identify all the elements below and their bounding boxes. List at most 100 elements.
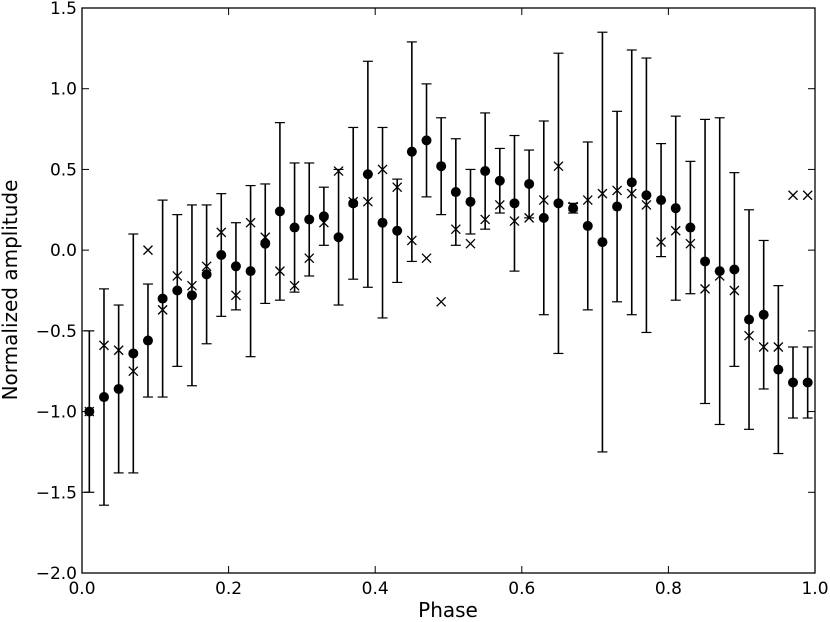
circle-marker-point xyxy=(714,266,725,277)
circle-marker-point xyxy=(450,187,461,198)
x-marker-stroke xyxy=(538,195,549,206)
y-tick-label: −1.5 xyxy=(36,483,77,503)
x-marker-stroke xyxy=(304,253,315,264)
plot-frame xyxy=(81,7,816,574)
x-marker-stroke xyxy=(201,261,212,272)
circle-marker-point xyxy=(597,237,608,248)
tick-labels: 0.0 0.2 0.4 0.6 0.8 1.0 −2.0 −1.5 −1.0 −0.5 0.0 0.5… xyxy=(36,0,829,599)
x-marker-point xyxy=(685,238,696,249)
x-marker-stroke xyxy=(773,342,784,352)
x-marker-point xyxy=(377,164,388,175)
circle-marker-point xyxy=(362,169,373,180)
x-marker-stroke xyxy=(582,195,593,206)
x-marker-stroke xyxy=(157,304,168,315)
x-axis-label: Phase xyxy=(418,598,478,622)
x-marker-stroke xyxy=(362,196,373,207)
x-marker-point xyxy=(304,253,315,264)
circle-marker-point xyxy=(172,285,183,296)
x-marker-point xyxy=(421,253,432,264)
circle-marker-point xyxy=(509,198,520,209)
circle-marker-point xyxy=(538,212,549,223)
x-marker-stroke xyxy=(465,238,476,249)
x-marker-point xyxy=(157,304,168,315)
circle-marker-point xyxy=(84,406,95,417)
circle-marker-point xyxy=(289,222,300,233)
x-marker-stroke xyxy=(802,190,813,201)
circle-marker-point xyxy=(582,220,593,231)
x-marker-point xyxy=(597,188,608,199)
x-marker-stroke xyxy=(450,224,461,235)
circle-marker-point xyxy=(260,238,271,249)
x-marker-point xyxy=(700,283,711,294)
x-tick-label: 0.8 xyxy=(655,579,682,599)
x-marker-point xyxy=(758,342,769,352)
circle-marker-point xyxy=(333,232,344,243)
x-marker-stroke xyxy=(128,366,139,377)
x-marker-point xyxy=(392,182,403,193)
x-marker-stroke xyxy=(143,245,153,256)
x-marker-stroke xyxy=(744,330,754,341)
x-marker-point xyxy=(670,225,681,236)
y-tick-label: −1.0 xyxy=(36,403,77,423)
circle-marker-point xyxy=(113,383,124,394)
circle-marker-point xyxy=(128,348,139,359)
data-marks xyxy=(84,31,813,506)
x-marker-stroke xyxy=(597,188,608,199)
x-marker-point xyxy=(773,342,784,352)
x-marker-point xyxy=(641,199,652,210)
x-marker-stroke xyxy=(230,290,241,301)
x-marker-stroke xyxy=(421,253,432,264)
x-marker-stroke xyxy=(700,283,711,294)
x-marker-stroke xyxy=(392,182,403,193)
x-marker-stroke xyxy=(480,214,491,225)
circle-marker-point xyxy=(553,198,564,209)
circle-marker-point xyxy=(568,203,579,214)
x-marker-stroke xyxy=(113,345,124,356)
circle-marker-point xyxy=(157,293,168,304)
x-marker-stroke xyxy=(289,280,300,291)
x-marker-stroke xyxy=(524,212,535,223)
x-tick-label: 0.2 xyxy=(215,579,242,599)
circle-marker-point xyxy=(626,177,637,188)
x-marker-point xyxy=(216,227,227,238)
x-marker-stroke xyxy=(670,225,681,236)
circle-marker-point xyxy=(274,206,285,217)
x-marker-point xyxy=(553,161,564,172)
y-axis-label: Normalized amplitude xyxy=(0,180,22,401)
x-marker-stroke xyxy=(99,340,109,351)
x-marker-stroke xyxy=(788,190,798,201)
x-marker-stroke xyxy=(656,237,667,248)
x-tick-label: 0.4 xyxy=(362,579,389,599)
x-marker-stroke xyxy=(333,166,344,177)
x-marker-point xyxy=(656,237,667,248)
circle-marker-point xyxy=(729,264,740,275)
x-marker-point xyxy=(509,216,520,227)
y-tick-label: −2.0 xyxy=(36,564,77,584)
x-marker-point xyxy=(538,195,549,206)
x-marker-point xyxy=(626,188,637,199)
x-marker-point xyxy=(274,266,285,277)
circle-marker-point xyxy=(685,222,696,233)
circle-marker-point xyxy=(758,309,769,320)
circle-marker-point xyxy=(641,190,652,201)
x-marker-stroke xyxy=(494,199,505,210)
x-marker-stroke xyxy=(186,280,197,291)
x-marker-point xyxy=(802,190,813,201)
circle-marker-point xyxy=(788,377,799,388)
x-marker-point xyxy=(201,261,212,272)
x-tick-label: 0.6 xyxy=(508,579,535,599)
x-marker-stroke xyxy=(436,296,447,307)
circle-marker-point xyxy=(230,261,241,272)
circle-marker-point xyxy=(524,178,535,189)
x-marker-point xyxy=(113,345,124,356)
x-marker-point xyxy=(172,271,183,281)
x-marker-stroke xyxy=(729,285,740,296)
x-marker-point xyxy=(128,366,139,377)
circle-marker-point xyxy=(480,166,491,177)
x-marker-point xyxy=(744,330,754,341)
x-marker-point xyxy=(524,212,535,223)
x-marker-point xyxy=(582,195,593,206)
x-marker-point xyxy=(186,280,197,291)
x-marker-stroke xyxy=(612,185,623,196)
